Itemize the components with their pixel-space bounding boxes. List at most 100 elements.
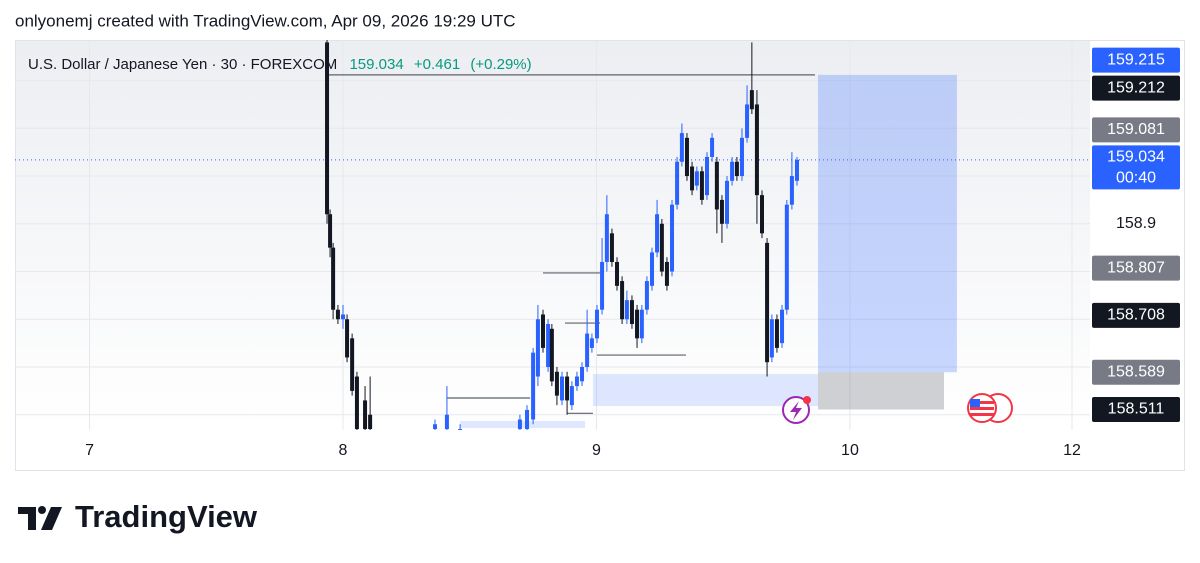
candle-body: [444, 414, 449, 430]
candle-body: [517, 419, 522, 430]
candle-body: [549, 328, 554, 382]
candle-body: [600, 261, 605, 310]
candle-body: [540, 314, 545, 348]
price-label: 158.9: [1116, 215, 1156, 232]
x-tick-label: 7: [85, 442, 94, 459]
candle-body: [354, 376, 359, 430]
candle-body: [615, 261, 620, 286]
candle-body: [368, 414, 373, 430]
zone: [818, 74, 957, 373]
candle-body: [730, 161, 735, 181]
candle-body: [749, 90, 754, 110]
candle-body: [569, 386, 574, 406]
price-label: 159.034: [1107, 149, 1165, 166]
candle-body: [780, 309, 785, 344]
candle-body: [620, 281, 625, 320]
candle-body: [574, 376, 579, 387]
price-label: 159.215: [1107, 51, 1165, 68]
candle-body: [458, 429, 463, 430]
overlay: 7 8 9 10 12 159.215 159.212 159.081 159.034 00:40…: [85, 47, 1180, 459]
symbol: U.S. Dollar / Japanese Yen · 30 · FOREXC…: [28, 56, 337, 73]
candle-body: [594, 309, 599, 339]
candle-body: [679, 133, 684, 162]
candle-body: [565, 376, 570, 401]
x-tick-label: 8: [339, 442, 348, 459]
candle-body: [765, 242, 770, 363]
quote-last: 159.034: [349, 56, 403, 73]
candle-body: [739, 137, 744, 177]
candle-body: [745, 104, 750, 138]
zone: [592, 374, 819, 407]
candle-body: [704, 156, 709, 196]
candle-body: [604, 214, 609, 262]
candle-body: [639, 309, 644, 339]
candle-body: [325, 42, 330, 215]
candle-body: [710, 137, 715, 157]
candle-body: [629, 300, 634, 325]
candle-body: [345, 319, 350, 358]
countdown: 00:40: [1116, 170, 1156, 187]
candle-body: [328, 214, 333, 248]
candle-body: [589, 338, 594, 348]
candle-body: [759, 195, 764, 234]
candle-body: [670, 204, 675, 272]
price-label-box: [1092, 75, 1180, 101]
candle-body: [363, 400, 368, 430]
candle-body: [794, 159, 799, 181]
candle-body: [690, 166, 695, 191]
candle-body: [649, 252, 654, 286]
candle-body: [609, 233, 614, 262]
candle-body: [789, 176, 794, 205]
quote-change-pct: (+0.29%): [470, 56, 531, 73]
candle-body: [580, 366, 585, 382]
candle-body: [635, 309, 640, 339]
x-tick-label: 12: [1063, 442, 1081, 459]
attribution: onlyonemj created with TradingView.com, …: [15, 11, 516, 30]
price-label-box: [1092, 396, 1180, 422]
price-label: 158.589: [1107, 363, 1165, 380]
price-label-box: [1092, 302, 1180, 328]
candle-body: [664, 261, 669, 286]
candle-body: [531, 352, 536, 420]
candle-body: [331, 247, 336, 310]
price-label-box: [1092, 47, 1180, 73]
zone: [460, 420, 586, 429]
candle-body: [719, 199, 724, 224]
event-icon[interactable]: [782, 396, 811, 424]
candle-body: [433, 424, 438, 430]
economic-event-flags[interactable]: [967, 393, 1013, 423]
logo: [18, 506, 62, 530]
brand: TradingView: [75, 499, 258, 534]
candle-body: [774, 319, 779, 348]
x-tick-label: 9: [592, 442, 601, 459]
candle-body: [714, 161, 719, 210]
candle-body: [684, 137, 689, 177]
price-label: 159.081: [1107, 121, 1165, 138]
candle-body: [335, 309, 340, 320]
price-label: 158.807: [1107, 259, 1165, 276]
candle-body: [554, 371, 559, 396]
candle-body: [585, 333, 590, 367]
chart-title: U.S. Dollar / Japanese Yen · 30 · FOREXC…: [28, 56, 532, 73]
candle-body: [734, 161, 739, 177]
candle-body: [341, 314, 346, 320]
quote-change: +0.461: [414, 56, 460, 73]
candle-body: [655, 214, 660, 253]
candle-body: [644, 281, 649, 310]
price-label-box: [1092, 255, 1180, 281]
candle-body: [784, 204, 789, 310]
price-label-box: [1092, 359, 1180, 385]
x-tick-label: 10: [841, 442, 859, 459]
price-label: 158.511: [1108, 401, 1165, 418]
candle-body: [535, 319, 540, 377]
price-label: 158.708: [1107, 307, 1165, 324]
candle-body: [560, 376, 565, 401]
candle-body: [350, 338, 355, 391]
plot: [15, 40, 1090, 430]
candle-body: [675, 161, 680, 205]
zone: [818, 372, 944, 410]
candle-body: [525, 409, 530, 430]
price-label-box: [1092, 145, 1180, 190]
